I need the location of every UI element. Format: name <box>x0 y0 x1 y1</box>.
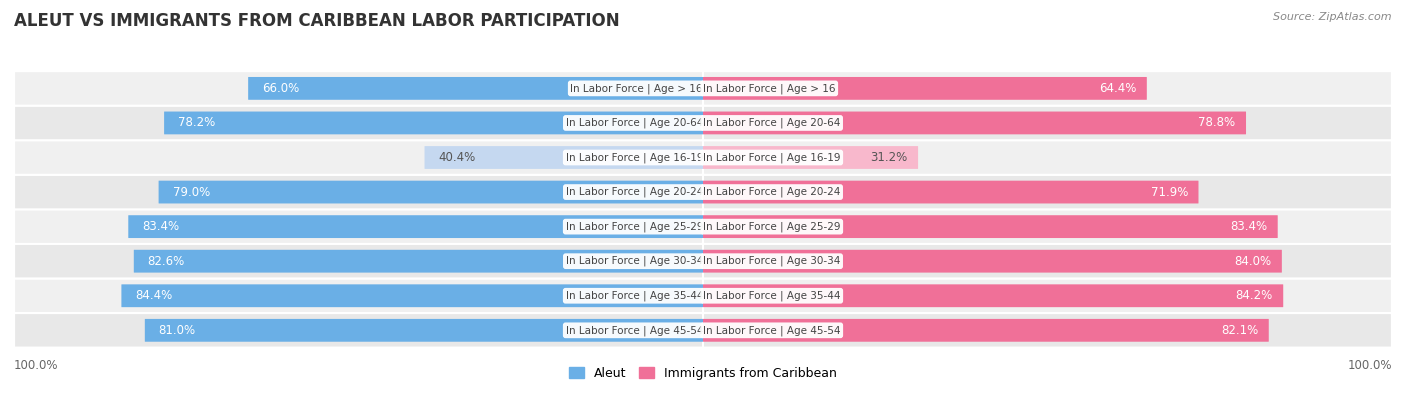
FancyBboxPatch shape <box>14 140 703 175</box>
Text: In Labor Force | Age 35-44: In Labor Force | Age 35-44 <box>703 290 841 301</box>
Text: In Labor Force | Age > 16: In Labor Force | Age > 16 <box>703 83 835 94</box>
FancyBboxPatch shape <box>14 71 703 106</box>
Legend: Aleut, Immigrants from Caribbean: Aleut, Immigrants from Caribbean <box>564 362 842 385</box>
FancyBboxPatch shape <box>165 111 703 134</box>
FancyBboxPatch shape <box>159 181 703 203</box>
Text: 83.4%: 83.4% <box>1230 220 1267 233</box>
FancyBboxPatch shape <box>703 146 918 169</box>
Text: In Labor Force | Age 30-34: In Labor Force | Age 30-34 <box>565 256 703 267</box>
Text: In Labor Force | Age 45-54: In Labor Force | Age 45-54 <box>703 325 841 336</box>
FancyBboxPatch shape <box>121 284 703 307</box>
Text: 82.1%: 82.1% <box>1220 324 1258 337</box>
Text: In Labor Force | Age > 16: In Labor Force | Age > 16 <box>571 83 703 94</box>
Text: 40.4%: 40.4% <box>439 151 475 164</box>
FancyBboxPatch shape <box>14 313 703 348</box>
FancyBboxPatch shape <box>703 181 1198 203</box>
Text: In Labor Force | Age 25-29: In Labor Force | Age 25-29 <box>565 221 703 232</box>
FancyBboxPatch shape <box>14 175 703 209</box>
Text: 84.2%: 84.2% <box>1236 289 1272 302</box>
FancyBboxPatch shape <box>703 319 1268 342</box>
FancyBboxPatch shape <box>703 140 1392 175</box>
Text: 82.6%: 82.6% <box>148 255 186 268</box>
FancyBboxPatch shape <box>703 244 1392 278</box>
Text: 31.2%: 31.2% <box>870 151 908 164</box>
Text: In Labor Force | Age 20-64: In Labor Force | Age 20-64 <box>703 118 841 128</box>
FancyBboxPatch shape <box>249 77 703 100</box>
FancyBboxPatch shape <box>145 319 703 342</box>
FancyBboxPatch shape <box>425 146 703 169</box>
Text: In Labor Force | Age 20-24: In Labor Force | Age 20-24 <box>703 187 841 198</box>
Text: 100.0%: 100.0% <box>1347 359 1392 372</box>
FancyBboxPatch shape <box>703 175 1392 209</box>
FancyBboxPatch shape <box>703 111 1246 134</box>
FancyBboxPatch shape <box>14 278 703 313</box>
FancyBboxPatch shape <box>703 250 1282 273</box>
FancyBboxPatch shape <box>703 106 1392 140</box>
Text: In Labor Force | Age 20-24: In Labor Force | Age 20-24 <box>565 187 703 198</box>
FancyBboxPatch shape <box>703 278 1392 313</box>
Text: 83.4%: 83.4% <box>142 220 180 233</box>
FancyBboxPatch shape <box>14 244 703 278</box>
Text: In Labor Force | Age 30-34: In Labor Force | Age 30-34 <box>703 256 841 267</box>
Text: 84.4%: 84.4% <box>135 289 173 302</box>
Text: In Labor Force | Age 16-19: In Labor Force | Age 16-19 <box>565 152 703 163</box>
Text: 66.0%: 66.0% <box>262 82 299 95</box>
Text: 79.0%: 79.0% <box>173 186 209 199</box>
Text: 64.4%: 64.4% <box>1099 82 1136 95</box>
FancyBboxPatch shape <box>703 71 1392 106</box>
Text: 100.0%: 100.0% <box>14 359 59 372</box>
FancyBboxPatch shape <box>703 209 1392 244</box>
Text: 78.2%: 78.2% <box>179 117 215 130</box>
FancyBboxPatch shape <box>128 215 703 238</box>
Text: In Labor Force | Age 25-29: In Labor Force | Age 25-29 <box>703 221 841 232</box>
Text: In Labor Force | Age 35-44: In Labor Force | Age 35-44 <box>565 290 703 301</box>
FancyBboxPatch shape <box>703 215 1278 238</box>
Text: In Labor Force | Age 16-19: In Labor Force | Age 16-19 <box>703 152 841 163</box>
FancyBboxPatch shape <box>703 284 1284 307</box>
Text: ALEUT VS IMMIGRANTS FROM CARIBBEAN LABOR PARTICIPATION: ALEUT VS IMMIGRANTS FROM CARIBBEAN LABOR… <box>14 12 620 30</box>
FancyBboxPatch shape <box>703 77 1147 100</box>
Text: Source: ZipAtlas.com: Source: ZipAtlas.com <box>1274 12 1392 22</box>
Text: In Labor Force | Age 45-54: In Labor Force | Age 45-54 <box>565 325 703 336</box>
Text: 78.8%: 78.8% <box>1198 117 1236 130</box>
Text: 84.0%: 84.0% <box>1234 255 1271 268</box>
FancyBboxPatch shape <box>14 209 703 244</box>
Text: In Labor Force | Age 20-64: In Labor Force | Age 20-64 <box>565 118 703 128</box>
Text: 71.9%: 71.9% <box>1150 186 1188 199</box>
FancyBboxPatch shape <box>14 106 703 140</box>
Text: 81.0%: 81.0% <box>159 324 195 337</box>
FancyBboxPatch shape <box>703 313 1392 348</box>
FancyBboxPatch shape <box>134 250 703 273</box>
